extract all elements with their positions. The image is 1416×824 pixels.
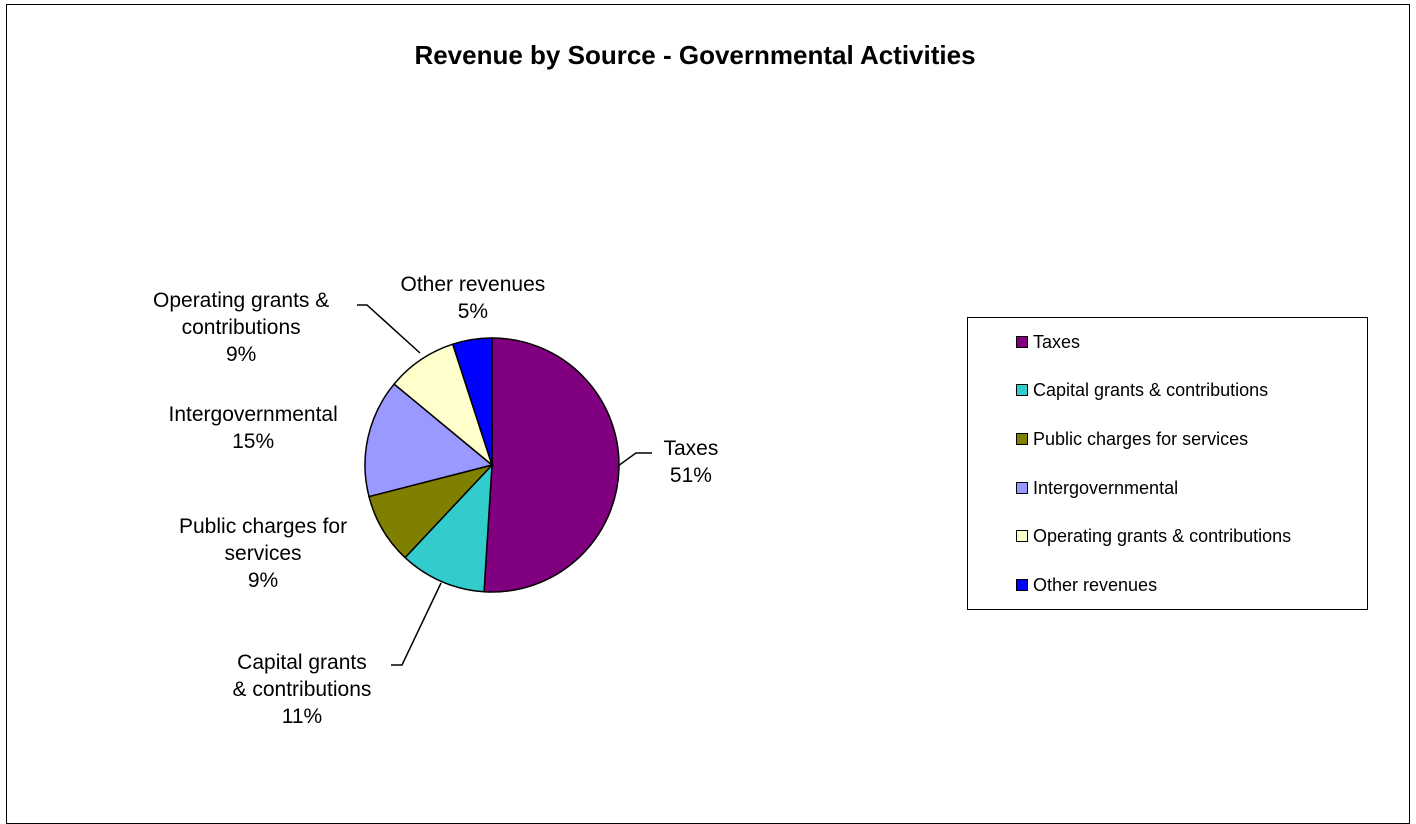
slice-label: Intergovernmental 15% bbox=[169, 401, 338, 455]
pie-slice bbox=[484, 338, 619, 592]
slice-label-line: contributions bbox=[153, 314, 329, 341]
slice-label-line: & contributions bbox=[233, 676, 372, 703]
legend-swatch bbox=[1016, 336, 1028, 348]
legend-swatch bbox=[1016, 530, 1028, 542]
slice-label-line: Capital grants bbox=[233, 649, 372, 676]
slice-label-line: 15% bbox=[169, 428, 338, 455]
slice-label-line: Other revenues bbox=[401, 271, 546, 298]
slice-label-line: Intergovernmental bbox=[169, 401, 338, 428]
slice-label: Taxes 51% bbox=[664, 435, 719, 489]
slice-label-line: Taxes bbox=[664, 435, 719, 462]
leader-line bbox=[391, 583, 441, 665]
slice-label-line: 9% bbox=[179, 567, 347, 594]
slice-label: Other revenues 5% bbox=[401, 271, 546, 325]
legend-item: Public charges for services bbox=[1016, 427, 1248, 451]
legend-label: Public charges for services bbox=[1033, 429, 1248, 450]
legend-item: Other revenues bbox=[1016, 573, 1157, 597]
slice-label-line: services bbox=[179, 540, 347, 567]
slice-label-line: 9% bbox=[153, 341, 329, 368]
slice-label: Capital grants & contributions 11% bbox=[233, 649, 372, 730]
slice-label: Public charges for services 9% bbox=[179, 513, 347, 594]
legend: Taxes Capital grants & contributions Pub… bbox=[967, 317, 1368, 610]
slice-label-line: Public charges for bbox=[179, 513, 347, 540]
legend-item: Intergovernmental bbox=[1016, 476, 1178, 500]
legend-label: Operating grants & contributions bbox=[1033, 526, 1291, 547]
legend-swatch bbox=[1016, 384, 1028, 396]
leader-line bbox=[618, 453, 652, 466]
legend-label: Taxes bbox=[1033, 332, 1080, 353]
slice-label-line: Operating grants & bbox=[153, 287, 329, 314]
legend-item: Operating grants & contributions bbox=[1016, 524, 1291, 548]
legend-label: Intergovernmental bbox=[1033, 478, 1178, 499]
slice-label-line: 51% bbox=[664, 462, 719, 489]
legend-item: Taxes bbox=[1016, 330, 1080, 354]
legend-swatch bbox=[1016, 579, 1028, 591]
slice-label-line: 5% bbox=[401, 298, 546, 325]
legend-swatch bbox=[1016, 433, 1028, 445]
legend-label: Capital grants & contributions bbox=[1033, 380, 1268, 401]
slice-label-line: 11% bbox=[233, 703, 372, 730]
legend-label: Other revenues bbox=[1033, 575, 1157, 596]
legend-item: Capital grants & contributions bbox=[1016, 378, 1268, 402]
legend-swatch bbox=[1016, 482, 1028, 494]
slice-label: Operating grants & contributions 9% bbox=[153, 287, 329, 368]
